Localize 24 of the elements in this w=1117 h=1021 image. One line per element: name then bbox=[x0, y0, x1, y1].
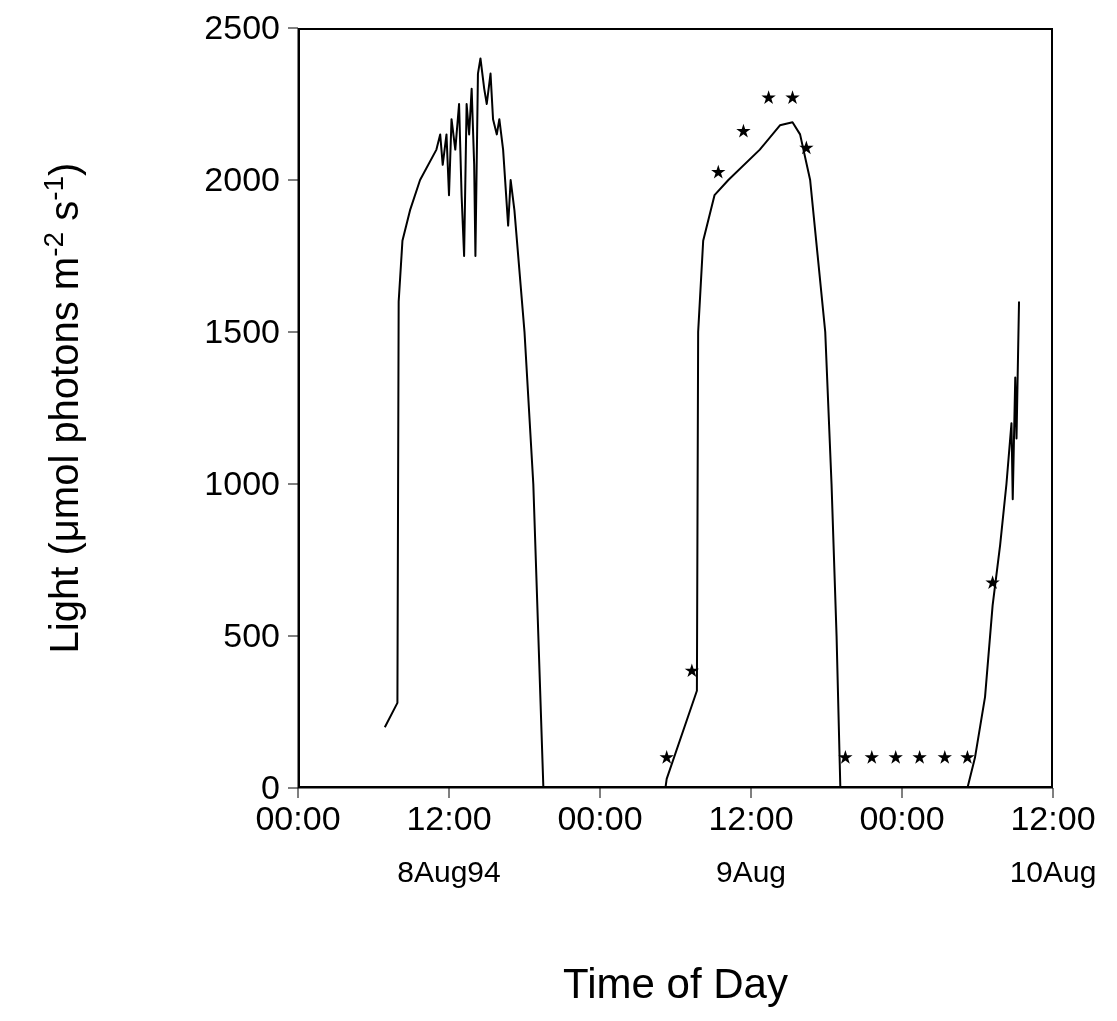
x-tick-label: 00:00 bbox=[859, 799, 945, 837]
x-axis-title: Time of Day bbox=[563, 960, 788, 1007]
y-tick-label: 2000 bbox=[204, 160, 280, 198]
y-tick-label: 1500 bbox=[204, 312, 280, 350]
x-tick-label: 00:00 bbox=[557, 799, 643, 837]
x-tick-label: 12:00 bbox=[1010, 799, 1096, 837]
point bbox=[684, 663, 700, 678]
y-tick-label: 500 bbox=[223, 616, 280, 654]
point bbox=[912, 750, 927, 764]
point bbox=[659, 750, 674, 764]
text: 10Aug bbox=[1009, 855, 1097, 888]
point bbox=[785, 90, 800, 105]
point bbox=[761, 90, 776, 105]
text: 8Aug94 bbox=[397, 855, 501, 888]
point bbox=[888, 750, 903, 764]
point bbox=[937, 750, 952, 764]
point bbox=[838, 750, 853, 764]
text: 9Aug bbox=[715, 855, 787, 888]
x-tick-label: 12:00 bbox=[406, 799, 492, 837]
y-tick-label: 1000 bbox=[204, 464, 280, 502]
x-tick-label: 12:00 bbox=[708, 799, 794, 837]
point bbox=[711, 164, 726, 179]
y-tick-label: 2500 bbox=[204, 8, 280, 46]
point bbox=[736, 123, 751, 138]
